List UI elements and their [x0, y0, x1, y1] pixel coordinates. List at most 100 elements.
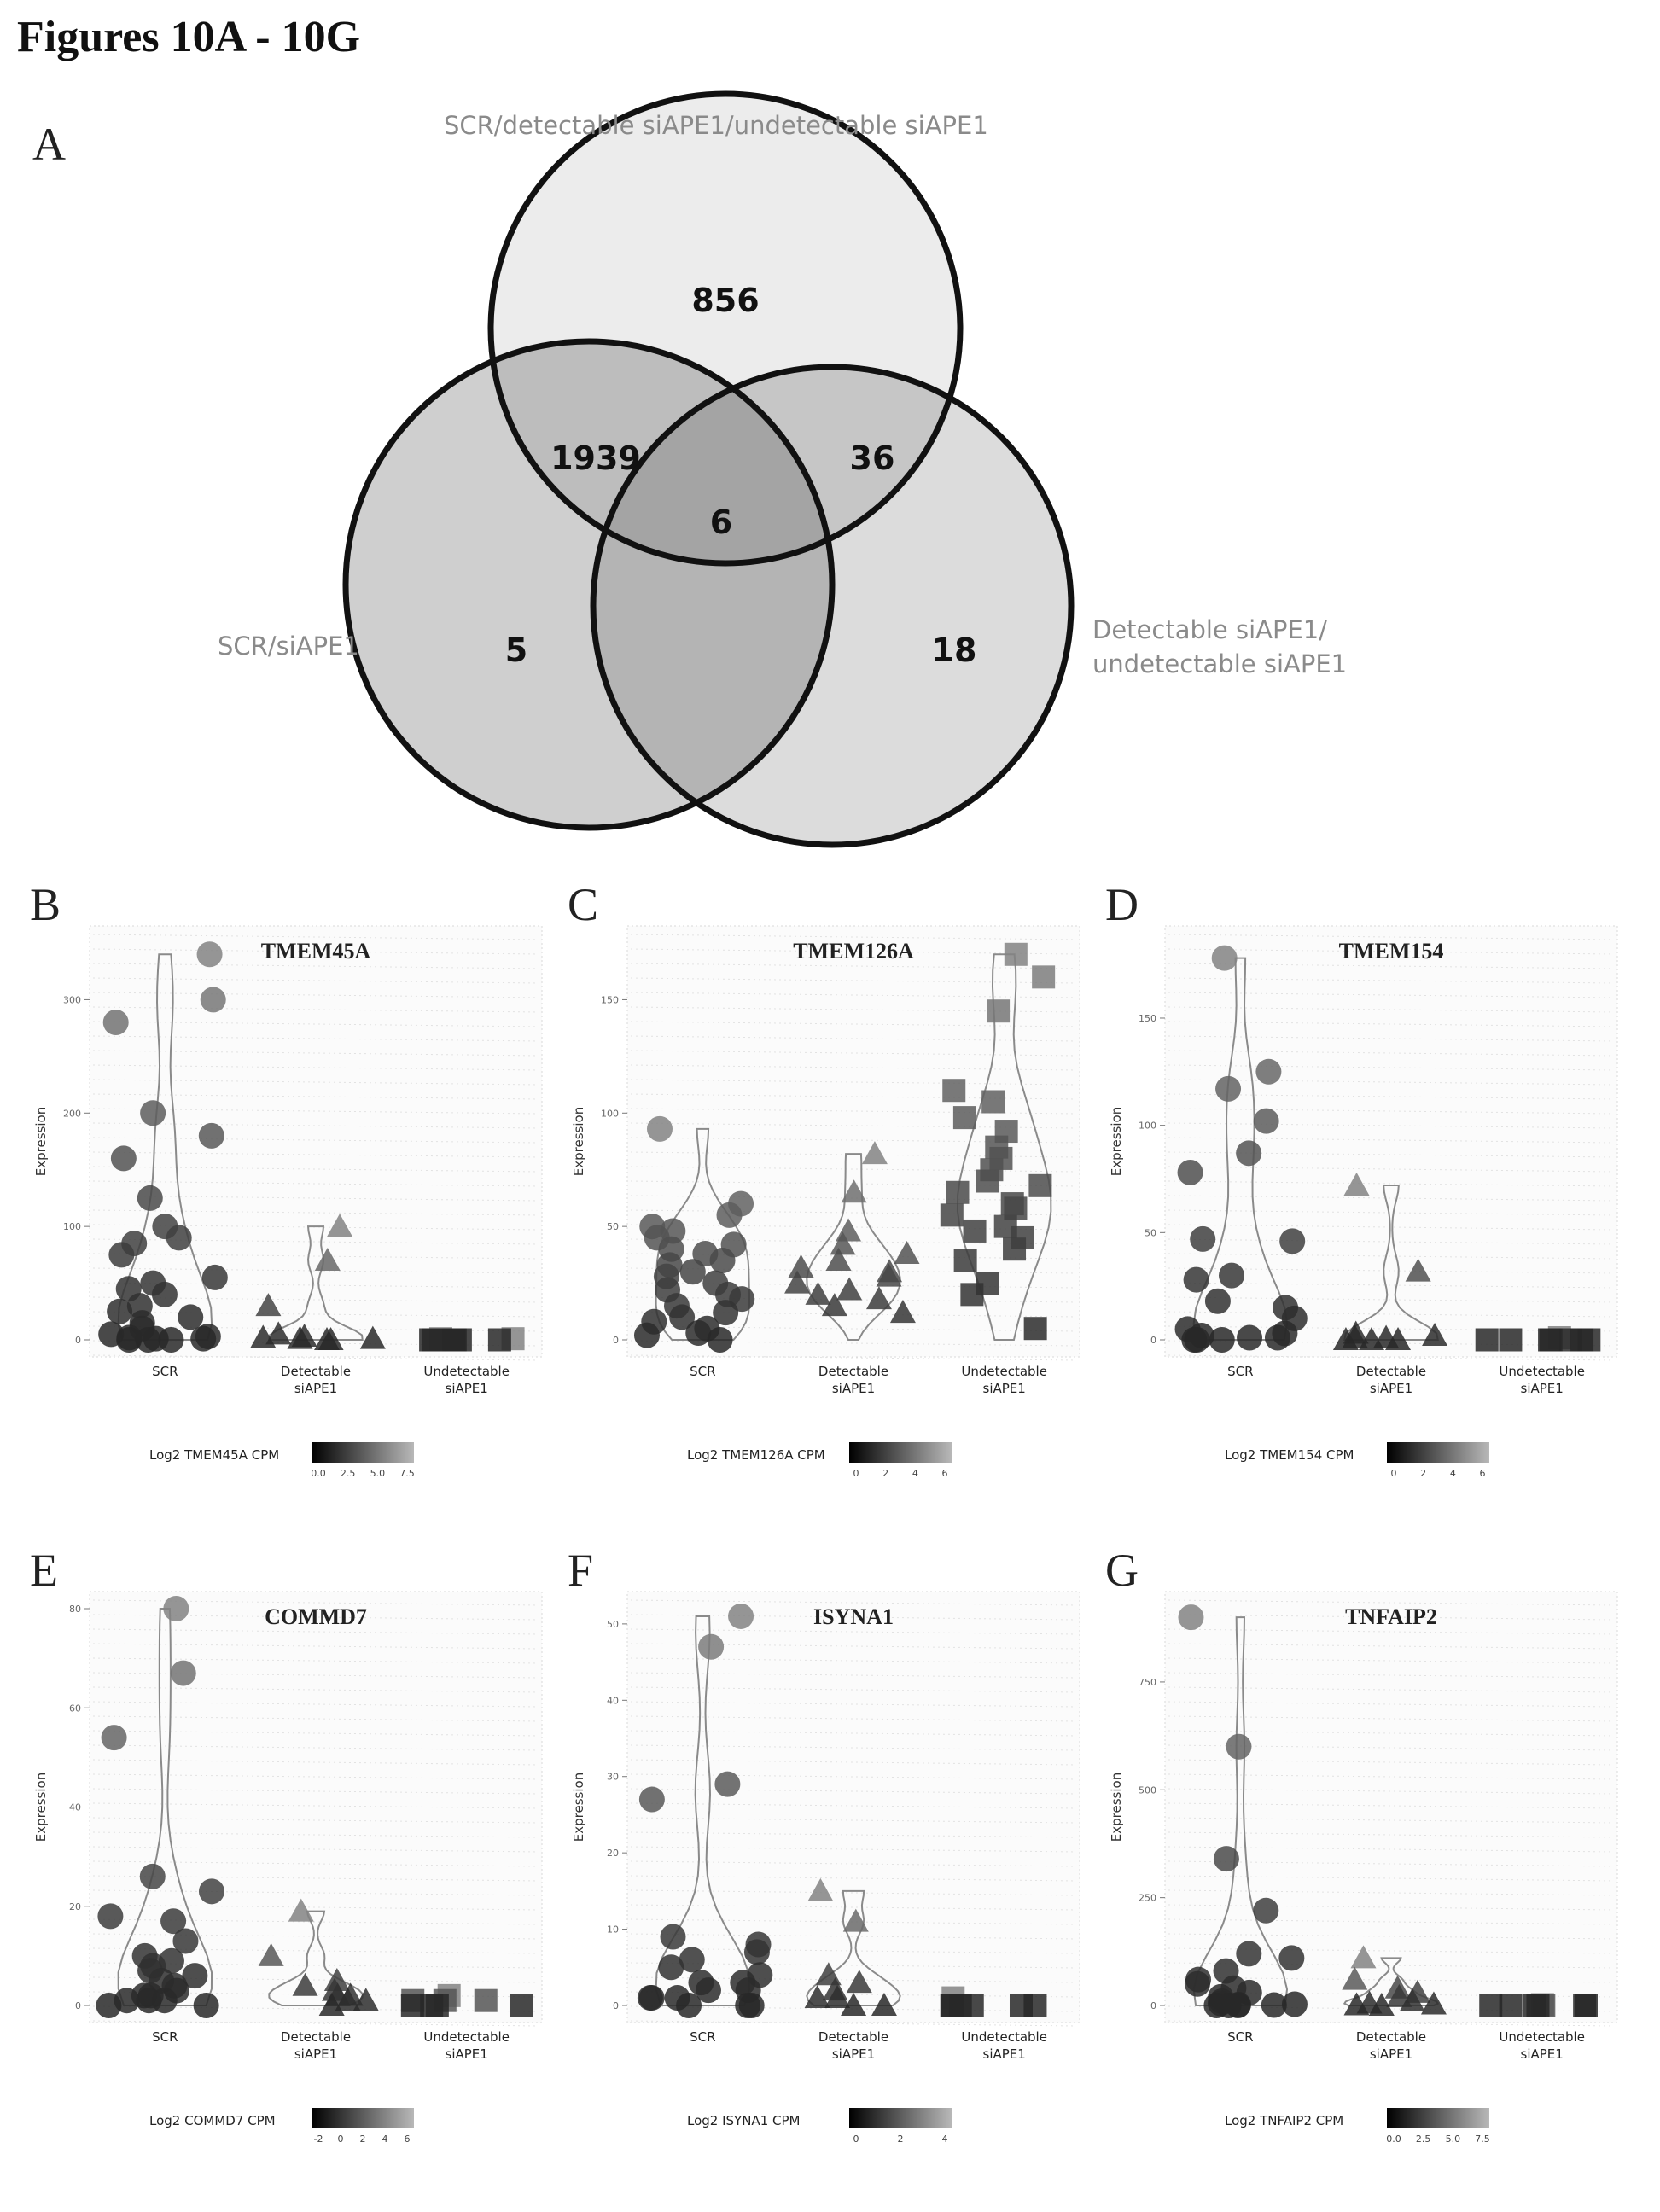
x-category-label: siAPE1 [983, 2046, 1026, 2062]
venn-count-right-only: 18 [932, 632, 977, 669]
violin-outline [806, 1153, 901, 1341]
data-point [1281, 1991, 1308, 2017]
data-point [1343, 1173, 1370, 1196]
x-category-label: Undetectable [423, 1364, 510, 1379]
colorbar [1387, 2108, 1489, 2128]
colorbar-tick-label: 4 [1450, 1468, 1456, 1479]
y-tick-label: 0 [75, 1335, 81, 1346]
venn-count-top-left: 1939 [550, 439, 641, 477]
data-point [1253, 1897, 1279, 1924]
data-point [160, 1908, 187, 1935]
data-point [805, 1281, 831, 1305]
violin-outline [1343, 1185, 1439, 1341]
data-point [419, 1328, 443, 1352]
violin-outline [1343, 1957, 1440, 2006]
data-point [679, 1947, 705, 1973]
data-point [400, 1994, 424, 2017]
y-tick-label: 10 [607, 1924, 619, 1936]
colorbar-tick-label: 6 [405, 2133, 411, 2145]
venn-diagram: 856 1939 36 6 5 18 [342, 90, 1075, 848]
data-point [846, 1970, 872, 1994]
data-point [1522, 1994, 1546, 2017]
panel-letter: E [30, 1545, 58, 1596]
data-point [963, 1219, 987, 1243]
data-point [638, 1985, 665, 2011]
data-point [676, 1993, 702, 2018]
chart-title: TMEM126A [793, 939, 914, 963]
data-point [107, 1298, 133, 1324]
x-category-label: siAPE1 [983, 1381, 1026, 1396]
data-point [137, 1185, 163, 1211]
y-tick-label: 50 [1145, 1227, 1156, 1238]
colorbar [312, 2108, 414, 2128]
x-category-label: SCR [1227, 1364, 1253, 1379]
colorbar-tick-label: 4 [942, 2133, 948, 2145]
venn-label-right-line1: Detectable siAPE1/ [1092, 615, 1328, 644]
colorbar-tick-label: 6 [1480, 1468, 1486, 1479]
y-tick-label: 150 [601, 994, 619, 1005]
data-point [359, 1325, 386, 1349]
colorbar-tick-label: -2 [314, 2133, 323, 2145]
x-category-label: siAPE1 [1370, 2046, 1412, 2062]
panel-letter-a: A [32, 119, 66, 170]
x-category-label: siAPE1 [1370, 1381, 1412, 1396]
data-point [1253, 1108, 1279, 1134]
data-point [638, 1786, 665, 1813]
x-category-label: siAPE1 [832, 2046, 875, 2062]
data-point [960, 1283, 984, 1307]
violin-outline [806, 1889, 901, 2006]
data-point [825, 1248, 852, 1271]
y-tick-label: 100 [601, 1108, 619, 1119]
panel-letter: G [1105, 1545, 1139, 1596]
x-category-label: Undetectable [961, 1364, 1047, 1379]
data-point [841, 1993, 867, 2016]
colorbar-tick-label: 4 [912, 1468, 918, 1479]
y-tick-label: 30 [607, 1772, 619, 1783]
data-point [1350, 1945, 1377, 1969]
data-point [836, 1277, 863, 1301]
data-point [669, 1304, 696, 1330]
data-point [1343, 1992, 1370, 2016]
data-point [1237, 1324, 1263, 1351]
data-point [679, 1259, 706, 1285]
data-point [1368, 1993, 1395, 2016]
data-point [1032, 965, 1056, 989]
colorbar-label: Log2 TNFAIP2 CPM [1225, 2113, 1343, 2128]
data-point [824, 1985, 851, 2009]
y-tick-label: 60 [69, 1703, 81, 1714]
data-point [1499, 1994, 1523, 2017]
y-axis-label: Expression [33, 1107, 49, 1176]
data-point [151, 1281, 178, 1307]
data-point [287, 1325, 313, 1349]
data-point [658, 1954, 684, 1981]
colorbar-tick-label: 0 [853, 1468, 859, 1479]
data-point [1499, 1328, 1523, 1352]
data-point [116, 1327, 143, 1353]
data-point [987, 999, 1011, 1023]
panel-letter: B [30, 879, 61, 930]
data-point [841, 1179, 867, 1203]
data-point [861, 1141, 888, 1165]
data-point [807, 1877, 834, 1901]
data-point [200, 987, 226, 1013]
data-point [1226, 1733, 1252, 1760]
y-tick-label: 250 [1139, 1893, 1156, 1904]
colorbar [1387, 1442, 1489, 1463]
data-point [108, 1242, 135, 1268]
data-point [728, 1603, 754, 1629]
violin-chart: D TMEM154 Expression 0 50 100 150 SCR Detectable… [1105, 879, 1618, 1479]
violin-panel-d: D TMEM154 Expression 0 50 100 150 SCR Detectable… [1097, 879, 1626, 1528]
data-point [140, 1100, 166, 1126]
y-axis-label: Expression [1109, 1107, 1124, 1176]
y-tick-label: 200 [63, 1108, 81, 1119]
y-tick-label: 20 [607, 1848, 619, 1859]
x-category-label: Detectable [281, 2029, 351, 2045]
data-point [709, 1248, 736, 1273]
data-point [952, 1106, 976, 1130]
colorbar-tick-label: 0.0 [311, 1468, 326, 1479]
colorbar-tick-label: 2 [360, 2133, 366, 2145]
colorbar-tick-label: 0 [853, 2133, 859, 2145]
colorbar-label: Log2 TMEM45A CPM [149, 1447, 279, 1463]
violin-panel-c: C TMEM126A Expression 0 50 100 150 SCR Detectabl… [559, 879, 1088, 1528]
